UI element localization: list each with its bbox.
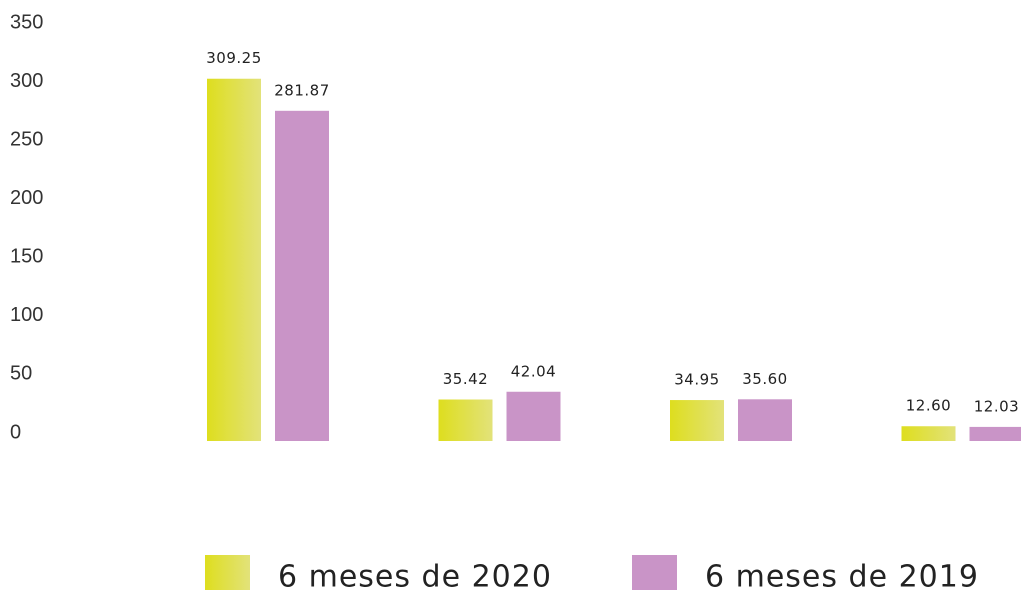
bar [207, 78, 261, 441]
bar [738, 399, 792, 441]
legend-label: 6 meses de 2019 [705, 560, 979, 590]
y-tick-label: 50 [10, 363, 32, 385]
legend-label: 6 meses de 2020 [278, 560, 552, 590]
y-tick-label: 350 [10, 11, 43, 33]
bar [506, 391, 561, 441]
legend-swatch [632, 555, 677, 590]
value-label: 12.60 [906, 397, 951, 415]
value-label: 309.25 [206, 49, 262, 67]
value-label: 42.04 [511, 362, 556, 380]
bar [438, 399, 493, 441]
value-label: 35.42 [443, 370, 488, 388]
bar [275, 110, 329, 442]
legend-swatch [205, 555, 250, 590]
bar [901, 426, 956, 441]
y-tick-label: 100 [10, 304, 43, 326]
y-tick-label: 0 [10, 421, 21, 443]
value-label: 12.03 [974, 397, 1019, 415]
bar [670, 400, 724, 441]
value-label: 281.87 [274, 81, 330, 99]
y-tick-label: 300 [10, 70, 43, 92]
value-label: 35.60 [742, 370, 787, 388]
y-tick-label: 200 [10, 187, 43, 209]
value-label: 34.95 [674, 371, 719, 389]
y-tick-label: 150 [10, 246, 43, 268]
y-tick-label: 250 [10, 128, 43, 150]
bar [969, 426, 1021, 441]
